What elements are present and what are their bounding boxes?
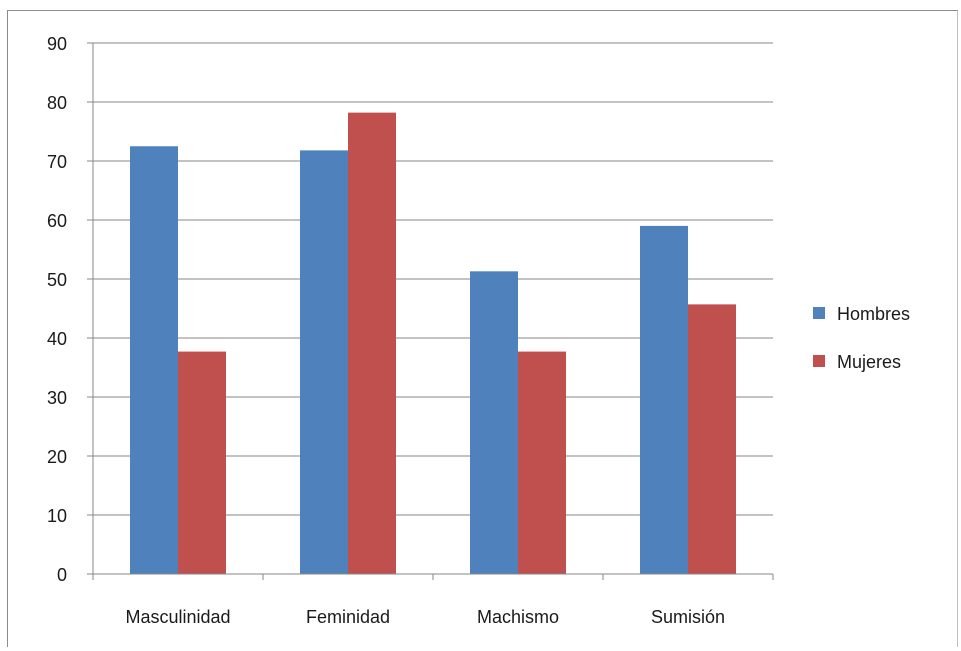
x-tick-labels: Masculinidad Feminidad Machismo Sumisión [125, 607, 725, 627]
x-tick-label: Machismo [477, 607, 559, 627]
legend-swatch-hombres [813, 307, 825, 319]
legend: Hombres Mujeres [813, 304, 910, 372]
bar-hombres-sumisión [640, 225, 688, 574]
bar-hombres-machismo [470, 271, 518, 574]
bar-mujeres-sumisión [688, 304, 736, 574]
x-tick-label: Masculinidad [125, 607, 230, 627]
x-tick-label: Feminidad [306, 607, 390, 627]
legend-label-mujeres: Mujeres [837, 352, 901, 372]
y-tick-label: 20 [47, 447, 67, 467]
y-tick-label: 60 [47, 211, 67, 231]
legend-swatch-mujeres [813, 355, 825, 367]
y-tick-label: 80 [47, 93, 67, 113]
legend-label-hombres: Hombres [837, 304, 910, 324]
bar-mujeres-masculinidad [178, 351, 226, 574]
y-tick-label: 40 [47, 329, 67, 349]
axes [87, 42, 774, 580]
bar-mujeres-machismo [518, 351, 566, 574]
y-tick-label: 0 [57, 565, 67, 585]
bar-hombres-masculinidad [130, 146, 178, 574]
bar-mujeres-feminidad [348, 112, 396, 575]
bar-hombres-feminidad [300, 150, 348, 574]
y-tick-label: 90 [47, 34, 67, 54]
y-tick-label: 10 [47, 506, 67, 526]
y-tick-label: 30 [47, 388, 67, 408]
y-tick-label: 70 [47, 152, 67, 172]
bars [130, 112, 736, 575]
y-tick-labels: 0 10 20 30 40 50 60 70 80 90 [47, 34, 67, 585]
y-tick-label: 50 [47, 270, 67, 290]
x-tick-label: Sumisión [651, 607, 725, 627]
